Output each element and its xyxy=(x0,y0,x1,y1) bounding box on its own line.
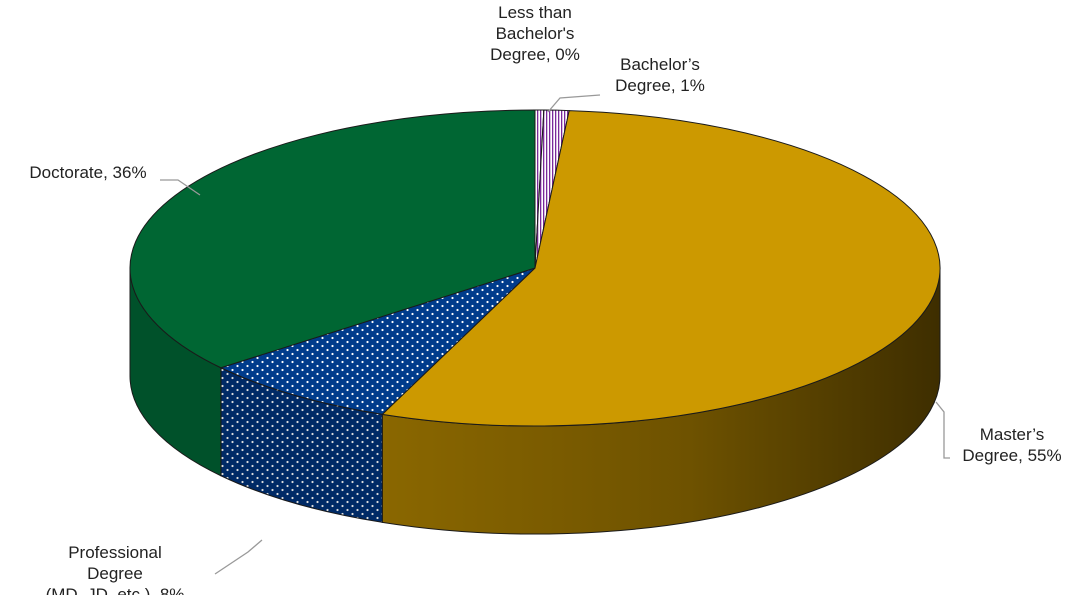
pie-slice-masters xyxy=(381,110,941,427)
data-label-doctorate: Doctorate, 36% xyxy=(29,163,146,182)
pie-slice-professional xyxy=(219,267,536,415)
data-label-professional: Professional Degree (MD, JD, etc.), 8% xyxy=(46,543,185,595)
leader-line-doctorate xyxy=(160,179,201,196)
data-label-masters: Master’s Degree, 55% xyxy=(962,425,1061,465)
data-label-bachelors: Bachelor’s Degree, 1% xyxy=(615,55,705,95)
leader-line-masters xyxy=(935,401,950,459)
pie-slice-doctorate xyxy=(129,109,536,369)
data-label-less-than-bachelors: Less than Bachelor's Degree, 0% xyxy=(490,3,580,64)
leader-line-professional xyxy=(214,539,263,575)
leader-line-bachelors xyxy=(547,94,601,113)
